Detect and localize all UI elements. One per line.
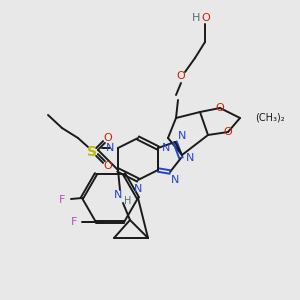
Text: S: S [87, 145, 97, 159]
Text: N: N [178, 131, 186, 141]
Text: N: N [171, 175, 179, 185]
Text: N: N [106, 143, 114, 153]
Text: N: N [134, 184, 142, 194]
Text: F: F [71, 217, 77, 227]
Text: H: H [192, 13, 200, 23]
Text: H: H [124, 196, 132, 206]
Text: N: N [114, 190, 122, 200]
Text: N: N [186, 153, 194, 163]
Text: O: O [103, 133, 112, 143]
Text: O: O [224, 127, 232, 137]
Text: O: O [216, 103, 224, 113]
Text: N: N [162, 143, 170, 153]
Text: O: O [202, 13, 210, 23]
Text: (CH₃)₂: (CH₃)₂ [255, 113, 285, 123]
Text: O: O [177, 71, 185, 81]
Text: O: O [103, 161, 112, 171]
Text: F: F [59, 195, 65, 205]
